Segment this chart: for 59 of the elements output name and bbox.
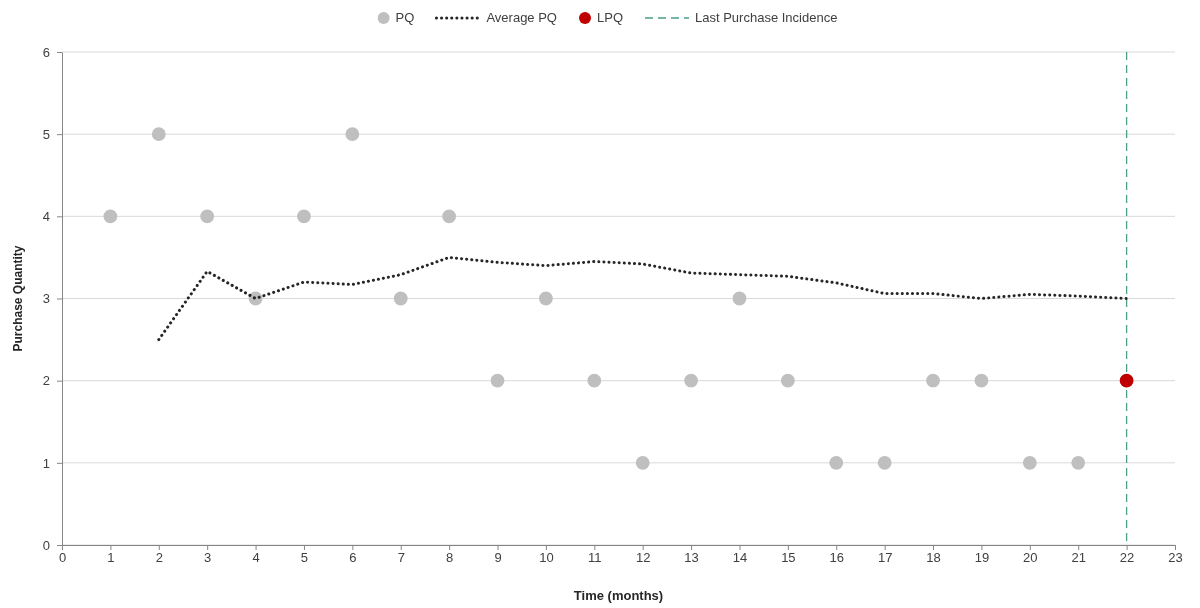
point — [684, 373, 698, 388]
point — [1071, 455, 1086, 470]
point — [587, 373, 602, 388]
point — [1022, 455, 1037, 470]
x-tick-label: 17 — [877, 550, 893, 566]
x-tick-label: 5 — [300, 550, 309, 566]
legend-label: LPQ — [597, 10, 624, 25]
legend-label: Last Purchase Incidence — [695, 10, 838, 25]
point — [393, 291, 408, 306]
x-tick-label: 6 — [349, 550, 357, 566]
point — [539, 291, 553, 306]
x-tick-label: 4 — [252, 550, 260, 566]
point — [877, 455, 892, 470]
x-tick-label: 11 — [588, 550, 602, 566]
x-tick-label: 0 — [58, 550, 67, 566]
x-tick-label: 2 — [155, 550, 163, 566]
point — [442, 209, 457, 224]
x-tick-label: 10 — [539, 550, 554, 566]
point — [297, 209, 311, 224]
y-axis-title: Purchase Quantity — [11, 245, 25, 352]
y-tick-label: 1 — [42, 455, 50, 471]
point — [829, 455, 844, 470]
point — [780, 373, 795, 388]
point — [490, 373, 505, 388]
x-tick-label: 12 — [635, 550, 651, 566]
legend-label: PQ — [395, 10, 415, 25]
x-tick-label: 14 — [732, 550, 748, 566]
x-tick-label: 9 — [494, 550, 502, 566]
x-tick-label: 20 — [1023, 550, 1038, 566]
y-tick-label: 3 — [42, 291, 50, 307]
x-tick-label: 18 — [926, 550, 941, 566]
point — [345, 127, 360, 142]
x-tick-label: 3 — [204, 550, 212, 566]
x-tick-label: 15 — [781, 550, 796, 566]
y-tick-label: 2 — [42, 373, 50, 389]
y-tick-label: 5 — [42, 126, 50, 142]
y-tick-label: 0 — [42, 537, 50, 553]
x-axis-title: Time (months) — [573, 588, 664, 603]
x-tick-label: 23 — [1168, 550, 1183, 566]
x-tick-label: 8 — [446, 550, 454, 566]
point — [974, 373, 989, 388]
point — [926, 373, 940, 388]
line-series — [157, 255, 1129, 342]
x-tick-label: 22 — [1119, 550, 1135, 566]
x-tick-label: 13 — [684, 550, 699, 566]
point — [732, 291, 747, 306]
x-tick-label: 21 — [1071, 550, 1086, 566]
x-tick-label: 7 — [397, 550, 405, 566]
point — [635, 455, 650, 470]
y-tick-label: 4 — [42, 208, 50, 224]
point — [151, 127, 166, 142]
x-tick-label: 19 — [974, 550, 990, 566]
x-tick-label: 16 — [829, 550, 844, 566]
point — [200, 209, 215, 224]
x-tick-label: 1 — [107, 550, 115, 566]
legend-label: Average PQ — [486, 10, 557, 25]
point — [103, 209, 118, 224]
point — [1119, 373, 1134, 388]
y-tick-label: 6 — [42, 44, 50, 60]
